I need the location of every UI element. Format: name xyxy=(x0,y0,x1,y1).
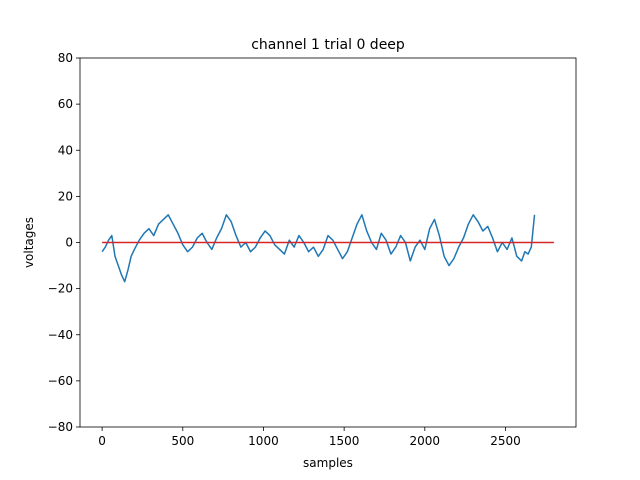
x-axis-ticks: 0 500 1000 1500 2000 2500 xyxy=(98,427,521,448)
y-tick-label: 60 xyxy=(58,97,73,111)
plot-marks xyxy=(101,214,554,283)
y-tick-label: −40 xyxy=(48,328,73,342)
y-tick-label: 40 xyxy=(58,143,73,157)
y-tick-label: 20 xyxy=(58,189,73,203)
x-axis-label: samples xyxy=(303,456,353,470)
x-tick-label: 500 xyxy=(171,434,194,448)
y-tick-label: −60 xyxy=(48,374,73,388)
x-tick-label: 1000 xyxy=(248,434,279,448)
chart-title: channel 1 trial 0 deep xyxy=(251,37,405,53)
y-axis-ticks: −80 −60 −40 −20 0 20 40 60 80 xyxy=(48,51,80,434)
x-tick-label: 0 xyxy=(98,434,106,448)
x-tick-label: 2000 xyxy=(410,434,441,448)
series-line-signal xyxy=(101,214,536,283)
y-tick-label: −80 xyxy=(48,420,73,434)
x-tick-label: 1500 xyxy=(329,434,360,448)
x-tick-label: 2500 xyxy=(490,434,521,448)
y-tick-label: 0 xyxy=(65,236,73,250)
y-tick-label: 80 xyxy=(58,51,73,65)
y-tick-label: −20 xyxy=(48,282,73,296)
y-axis-label: voltages xyxy=(22,217,36,268)
